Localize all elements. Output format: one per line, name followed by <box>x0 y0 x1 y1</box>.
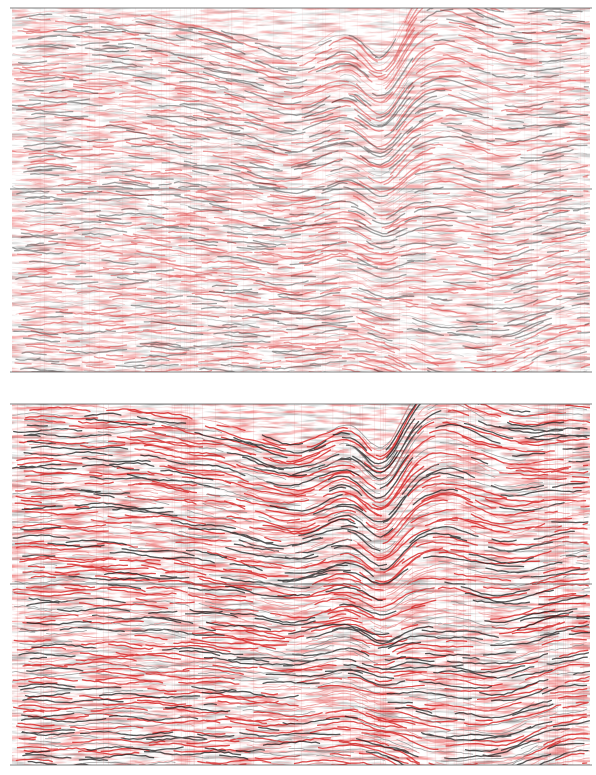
seismic-panel <box>12 0 590 406</box>
seismic-panel <box>12 375 590 775</box>
